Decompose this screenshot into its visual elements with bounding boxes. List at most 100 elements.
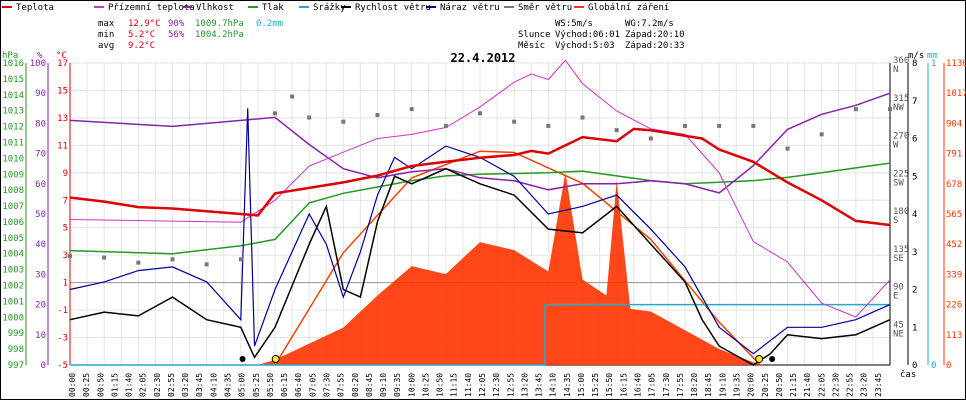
time-tick: 21:15 — [789, 373, 798, 397]
temp-tick: 11 — [57, 141, 68, 151]
chart-title: 22.4.2012 — [450, 51, 515, 65]
hpa-tick: 1006 — [2, 218, 24, 228]
radiation-tick: 791 — [946, 150, 962, 160]
rain-tick: 1 — [931, 59, 936, 69]
hpa-tick: 997 — [8, 361, 24, 371]
time-tick: 15:50 — [605, 373, 614, 397]
wind-dir-point — [375, 113, 380, 118]
time-tick: 01:40 — [125, 373, 134, 397]
time-tick: 20:00 — [747, 373, 756, 397]
time-tick: 18:45 — [704, 373, 713, 397]
wind-dir-point — [648, 136, 653, 141]
legend-item: Vlhkost — [182, 3, 234, 13]
stats-min-hum: 56% — [168, 30, 185, 40]
wind-dir-deg-tick: 135 — [893, 245, 909, 255]
rain-tick: 0 — [931, 361, 936, 371]
time-tick: 10:00 — [407, 373, 416, 397]
wind-dir-point — [290, 94, 295, 99]
wind-dir-point — [546, 123, 551, 128]
stats-min-label: min — [98, 30, 114, 40]
temp-tick: 13 — [57, 114, 68, 124]
legend-label: Rychlost větru — [355, 3, 431, 13]
time-tick: 20:50 — [775, 373, 784, 397]
radiation-tick: 339 — [946, 270, 962, 280]
legend-label: Teplota — [16, 3, 54, 13]
hpa-tick: 999 — [8, 329, 24, 339]
stats-max-temp: 12.9°C — [128, 19, 161, 29]
wind-dir-deg-tick: 180 — [893, 207, 909, 217]
time-tick: 04:10 — [209, 373, 218, 397]
pct-tick: 100 — [30, 59, 46, 69]
wind-dir-label: SW — [893, 178, 904, 188]
time-tick: 07:05 — [308, 373, 317, 397]
hpa-tick: 1011 — [2, 138, 24, 148]
pct-tick: 30 — [35, 270, 46, 280]
legend-label: Srážky — [313, 3, 346, 13]
temp-tick: 15 — [57, 86, 68, 96]
time-tick: 12:55 — [506, 373, 515, 397]
info-moonrise: Východ:5:03 — [555, 41, 615, 51]
wind-dir-point — [717, 123, 722, 128]
wind-dir-label: NE — [893, 329, 904, 339]
wind-speed-tick: 1 — [912, 323, 917, 333]
hpa-tick: 998 — [8, 345, 24, 355]
stats-min-temp: 5.2°C — [128, 30, 155, 40]
ground-temp-line — [69, 59, 891, 318]
wind-dir-point — [512, 119, 517, 124]
info-block: WS:5m/s WG:7.2m/s Slunce Východ:06:01 Západ:… — [518, 19, 685, 51]
info-wg: WG:7.2m/s — [625, 19, 674, 29]
stats-max-label: max — [98, 19, 115, 29]
legend-item: Přízemní teplota — [94, 3, 195, 13]
radiation-tick: 904 — [946, 119, 962, 129]
time-tick: 00:25 — [82, 373, 91, 397]
radiation-tick: 1130 — [946, 59, 966, 69]
temp-tick: 9 — [63, 169, 68, 179]
temp-tick: 5 — [63, 224, 68, 234]
wind-unit: m/s — [908, 51, 924, 61]
wind-dir-deg-tick: 270 — [893, 132, 909, 142]
wind-dir-deg-tick: 225 — [893, 169, 909, 179]
stats-max-rain: 0.2mm — [256, 19, 283, 29]
hpa-tick: 1012 — [2, 123, 24, 133]
hpa-tick: 1002 — [2, 282, 24, 292]
time-tick: 12:30 — [492, 373, 501, 397]
hpa-tick: 1009 — [2, 170, 24, 180]
wind-speed-tick: 5 — [912, 172, 917, 182]
time-tick: 22:30 — [831, 373, 840, 397]
temp-tick: 1 — [63, 279, 68, 289]
hpa-tick: 1001 — [2, 297, 24, 307]
temperature-line — [69, 127, 891, 227]
time-tick: 09:10 — [379, 373, 388, 397]
time-tick: 01:15 — [110, 373, 119, 397]
pct-tick: 0 — [41, 361, 46, 371]
time-tick: 10:50 — [436, 373, 445, 397]
info-sunrise: Východ:06:01 — [555, 30, 620, 40]
radiation-tick: 678 — [946, 180, 962, 190]
temp-unit: °C — [56, 51, 67, 61]
moonset-marker — [769, 356, 776, 362]
time-tick: 13:45 — [535, 373, 544, 397]
legend-item: Globální záření — [574, 3, 669, 13]
time-tick: 18:20 — [690, 373, 699, 397]
time-tick: 16:15 — [619, 373, 628, 397]
time-tick: 05:50 — [266, 373, 275, 397]
time-tick: 06:40 — [294, 373, 303, 397]
time-tick: 19:35 — [732, 373, 741, 397]
time-tick: 23:45 — [874, 373, 883, 397]
time-tick: 14:35 — [563, 373, 572, 397]
stats-max-hum: 90% — [168, 19, 185, 29]
temp-tick: -1 — [57, 306, 68, 316]
time-tick: 10:25 — [421, 373, 430, 397]
time-tick: 08:45 — [365, 373, 374, 397]
time-tick: 09:35 — [393, 373, 402, 397]
hpa-tick: 1013 — [2, 107, 24, 117]
temp-tick: -3 — [57, 334, 68, 344]
radiation-area — [70, 172, 890, 365]
time-tick: 23:20 — [860, 373, 869, 397]
temp-tick: 7 — [63, 196, 68, 206]
wind-dir-point — [204, 262, 209, 267]
wind-dir-point — [614, 128, 619, 133]
sunset-marker — [755, 355, 764, 363]
info-ws: WS:5m/s — [555, 19, 593, 29]
